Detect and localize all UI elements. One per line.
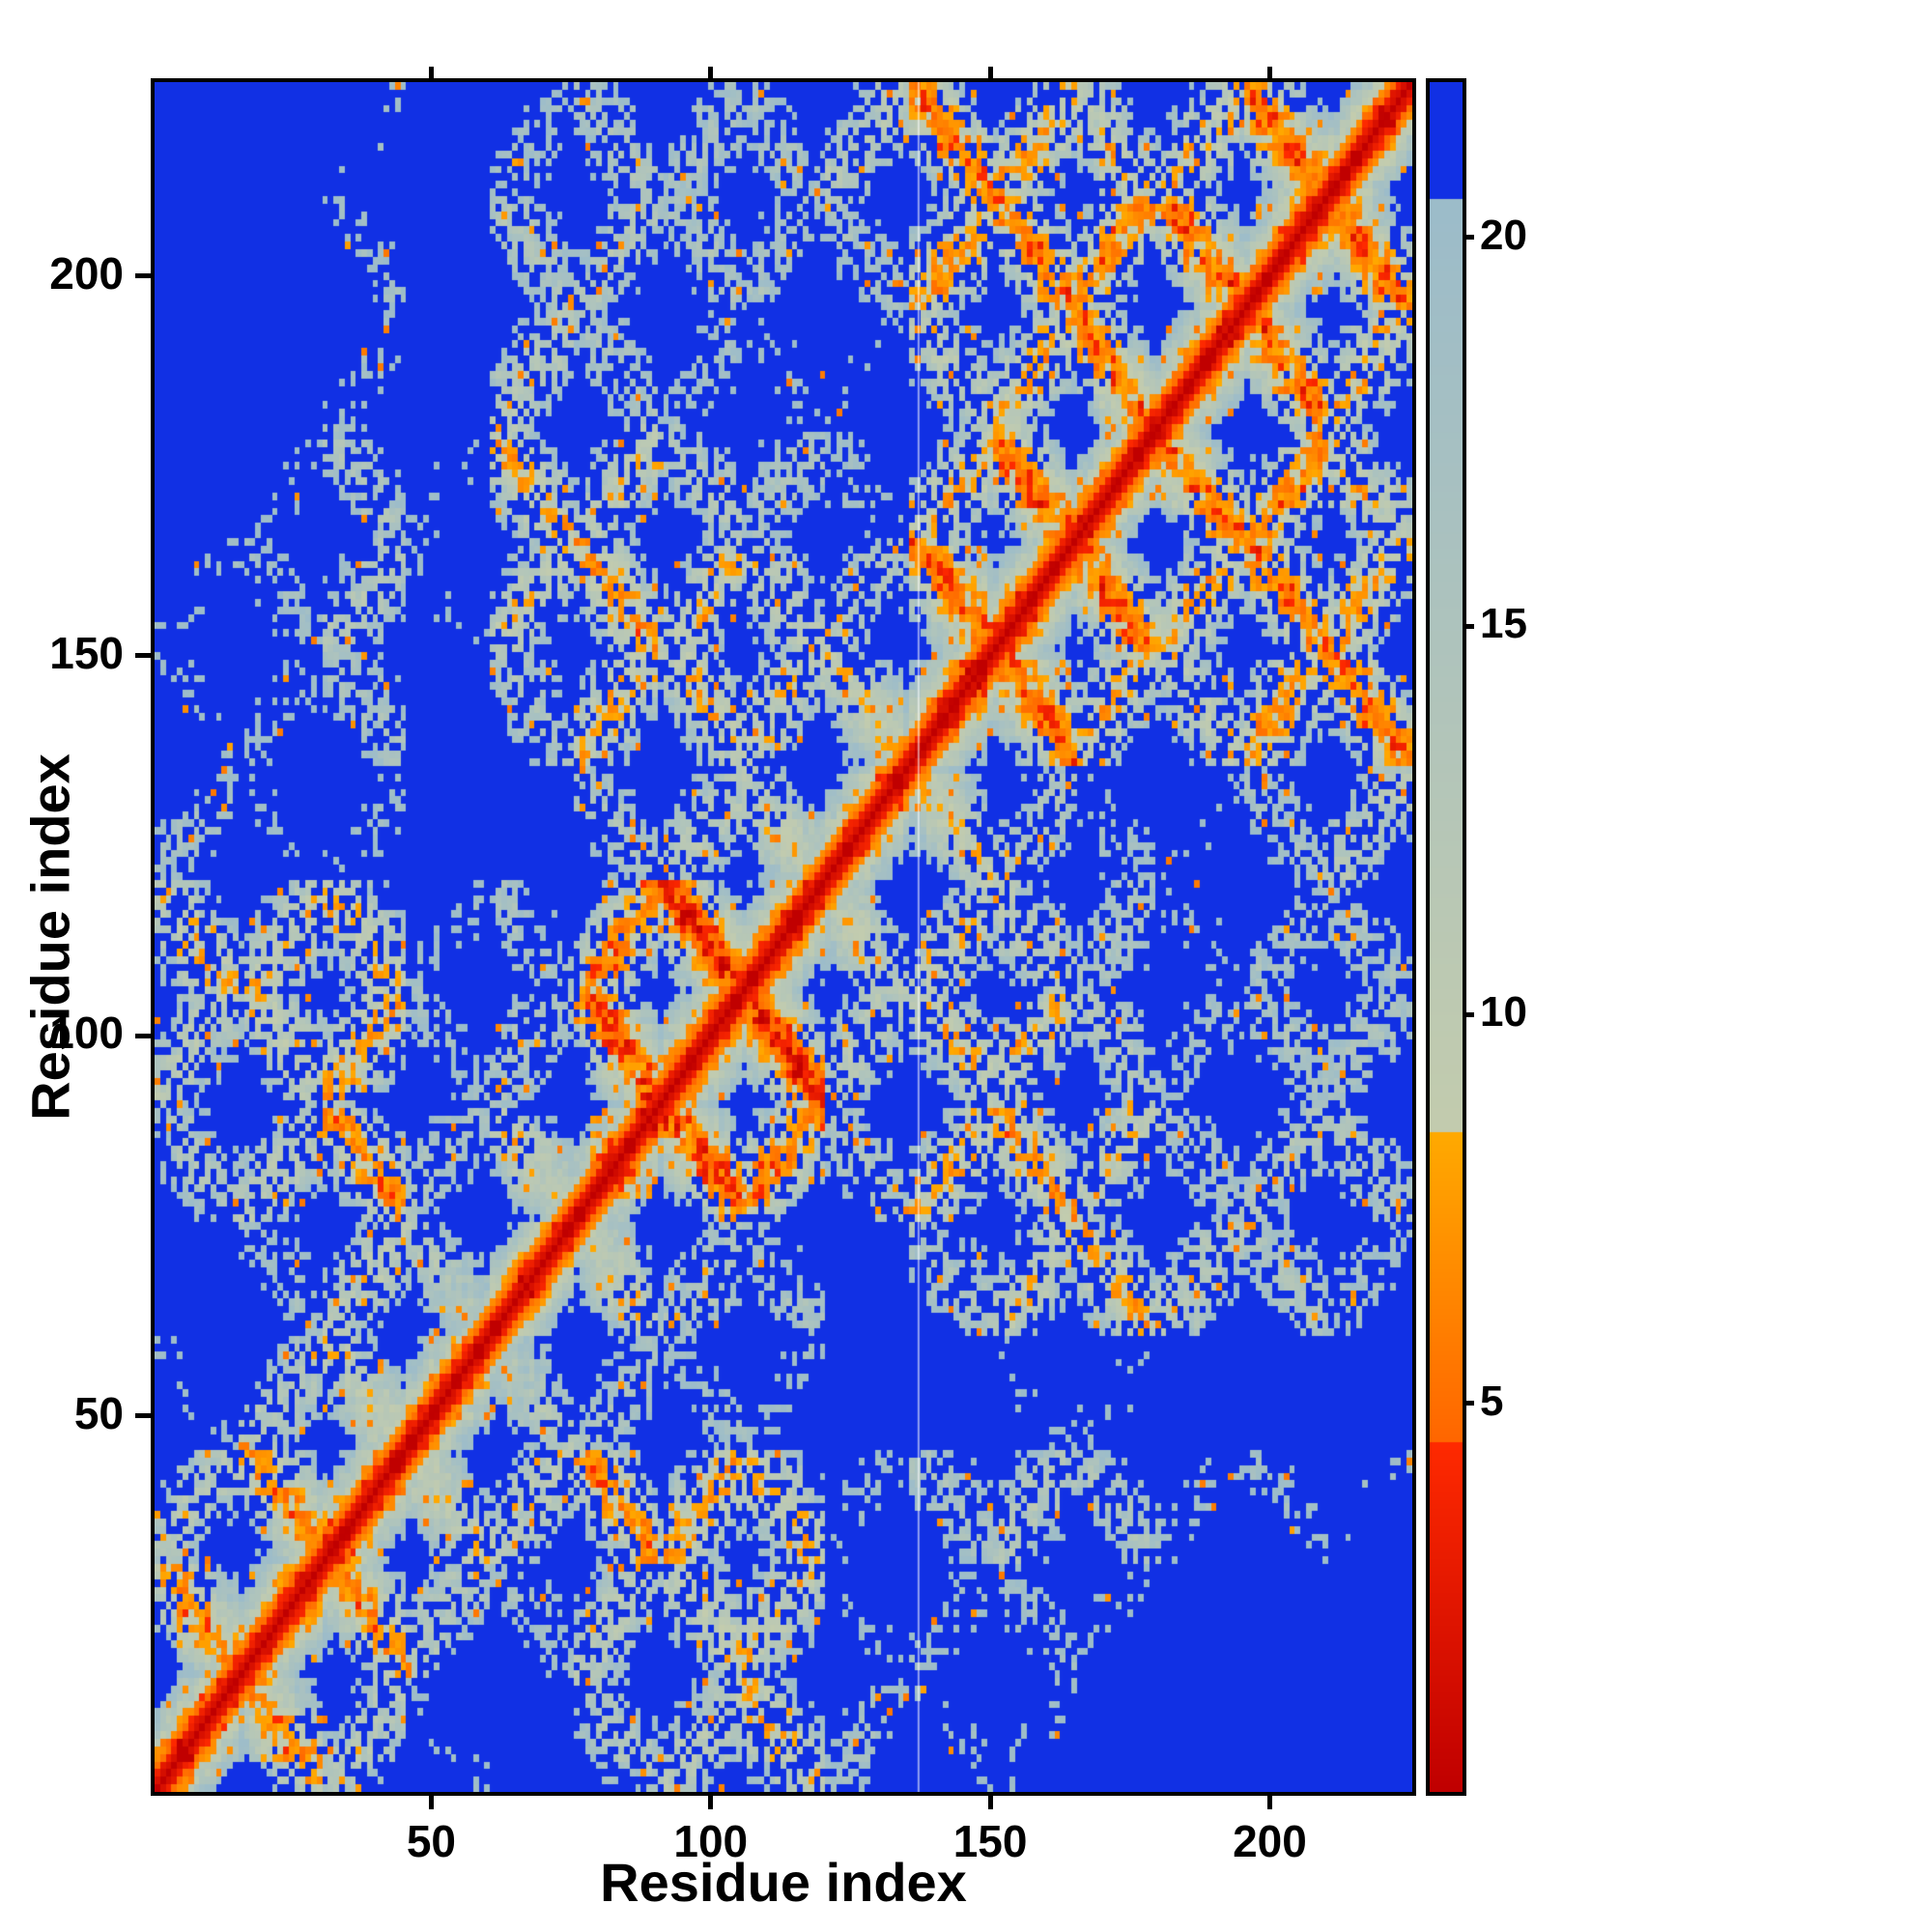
y-tick-label: 100 <box>49 1008 124 1059</box>
colorbar-tick-label: 5 <box>1480 1377 1504 1425</box>
y-tick-label: 150 <box>49 627 124 678</box>
x-tick-label: 100 <box>673 1816 749 1866</box>
y-tick-mark-left <box>135 273 155 279</box>
y-tick-mark-left <box>135 1033 155 1038</box>
x-tick-mark-bottom <box>428 1792 434 1809</box>
x-tick-label: 50 <box>406 1816 457 1866</box>
x-axis-title: Residue index <box>600 1852 967 1913</box>
x-tick-mark-bottom <box>708 1792 714 1809</box>
y-axis-title: Residue index <box>19 753 81 1121</box>
x-tick-mark-top <box>987 67 993 82</box>
x-tick-mark-top <box>1266 67 1272 82</box>
y-tick-mark-left <box>135 653 155 659</box>
x-tick-mark-bottom <box>987 1792 993 1809</box>
colorbar-tick-label: 20 <box>1480 211 1527 259</box>
colorbar-tick-mark <box>1463 1401 1474 1406</box>
colorbar-tick-label: 15 <box>1480 600 1527 648</box>
y-tick-mark-left <box>135 1413 155 1419</box>
colorbar-tick-mark <box>1463 1011 1474 1017</box>
colorbar-canvas <box>1430 82 1463 1792</box>
x-tick-label: 150 <box>952 1816 1028 1866</box>
colorbar-tick-label: 10 <box>1480 988 1527 1037</box>
x-tick-label: 200 <box>1233 1816 1307 1866</box>
x-tick-mark-top <box>428 67 434 82</box>
colorbar-tick-mark <box>1463 235 1474 241</box>
y-tick-label: 200 <box>49 247 124 298</box>
x-tick-mark-bottom <box>1266 1792 1272 1809</box>
heatmap-canvas <box>155 82 1412 1792</box>
y-tick-label: 50 <box>73 1387 124 1438</box>
colorbar-tick-mark <box>1463 623 1474 629</box>
x-tick-mark-top <box>708 67 714 82</box>
